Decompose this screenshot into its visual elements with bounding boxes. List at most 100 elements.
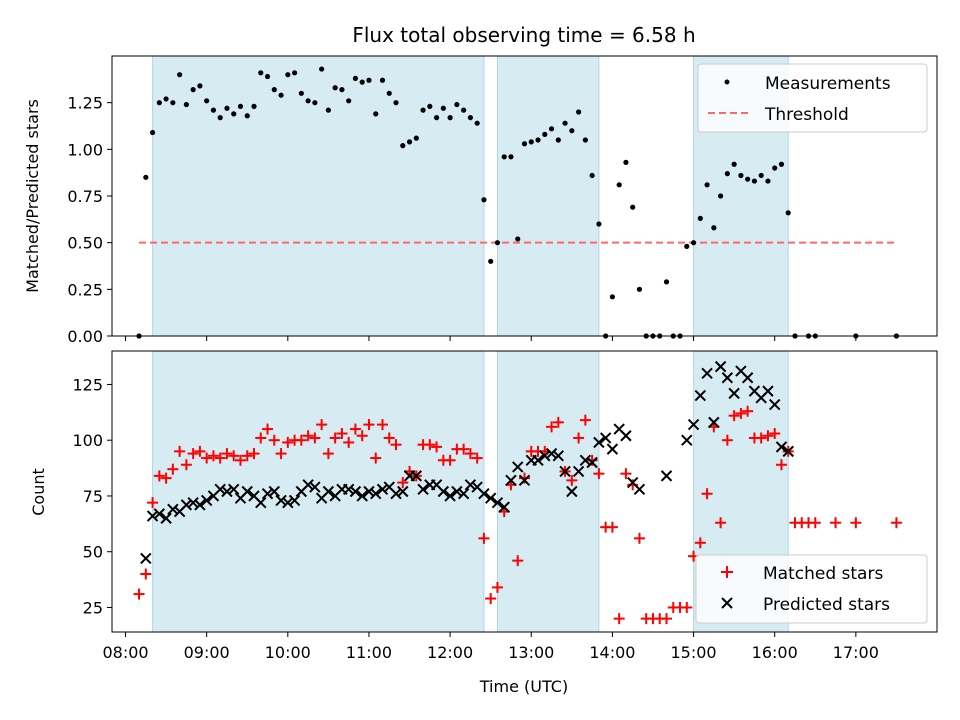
matched-star-point: [255, 432, 267, 444]
predicted-star-point: [566, 485, 578, 498]
measurement-point: [636, 286, 643, 292]
top-legend: Measurements Threshold: [697, 63, 928, 133]
predicted-star-point: [140, 552, 152, 565]
legend-predicted-label: Predicted stars: [763, 595, 890, 615]
measurement-point: [210, 107, 217, 113]
legend-matched-marker: [721, 566, 733, 578]
matched-star-point: [390, 439, 402, 451]
measurement-point: [609, 294, 616, 300]
top-y-tick-label: 0.00: [67, 327, 103, 346]
matched-star-point: [620, 468, 632, 480]
measurement-point: [386, 90, 392, 96]
measurement-point: [711, 225, 717, 231]
predicted-star-point: [410, 470, 423, 482]
predicted-star-point: [180, 499, 193, 511]
legend-predicted-marker: [721, 597, 733, 609]
measurement-point: [488, 258, 494, 264]
top-panel: 0.00 0.25 0.50 0.75 1.00 1.25 Matched/Predict…: [23, 55, 938, 346]
matched-star-point: [850, 517, 862, 529]
bottom-plot-frame: [111, 350, 938, 633]
measurement-point: [352, 75, 359, 81]
top-measurement-points: [136, 66, 900, 339]
legend-measurements-marker: [724, 79, 730, 85]
bottom-y-axis: 25 50 75 100 125: [72, 375, 112, 617]
measurement-point: [271, 87, 277, 93]
top-y-tick-label: 0.75: [67, 187, 103, 206]
matched-star-point: [586, 454, 598, 466]
matched-star-point: [755, 432, 767, 444]
predicted-star-point: [261, 488, 274, 500]
predicted-star-point: [552, 450, 565, 462]
matched-star-point: [769, 428, 781, 440]
measurement-point: [217, 115, 223, 121]
measurement-point: [427, 103, 433, 109]
predicted-star-point: [349, 485, 362, 498]
measurement-point: [718, 193, 724, 199]
matched-star-point: [167, 463, 179, 475]
predicted-star-point: [681, 434, 693, 446]
predicted-star-point: [444, 490, 456, 502]
matched-star-point: [735, 407, 747, 419]
observing-window: [496, 55, 600, 337]
matched-star-point: [464, 448, 476, 460]
predicted-star-point: [241, 485, 253, 498]
measurement-point: [690, 240, 697, 246]
matched-star-point: [302, 430, 314, 442]
matched-star-point: [194, 445, 206, 457]
predicted-star-point: [741, 372, 754, 384]
predicted-star-point: [593, 436, 605, 449]
measurement-point: [542, 131, 548, 137]
measurement-point: [312, 100, 318, 106]
predicted-star-point: [221, 485, 233, 498]
top-y-tick-label: 1.00: [67, 140, 103, 159]
predicted-star-point: [559, 465, 571, 478]
matched-star-point: [383, 432, 395, 444]
predicted-star-point: [451, 485, 463, 498]
matched-star-point: [228, 450, 240, 462]
measurement-point: [346, 98, 352, 104]
matched-star-point: [329, 432, 341, 444]
measurement-point: [548, 126, 555, 132]
matched-star-point: [248, 448, 260, 460]
matched-star-point: [491, 581, 503, 593]
bottom-y-tick-label: 125: [72, 375, 103, 394]
predicted-star-point: [512, 461, 524, 473]
bottom-y-axis-label: Count: [29, 468, 48, 516]
matched-star-point: [485, 593, 497, 605]
figure-title: Flux total observing time = 6.58 h: [352, 23, 695, 47]
bottom-predicted-points: [140, 360, 794, 565]
matched-star-point: [775, 459, 787, 471]
matched-star-point: [661, 613, 673, 625]
predicted-star-point: [268, 485, 281, 498]
matched-star-point: [140, 568, 152, 580]
matched-star-point: [512, 555, 524, 567]
top-y-axis-label: Matched/Predicted stars: [23, 99, 42, 293]
legend-threshold-label: Threshold: [764, 105, 849, 125]
predicted-star-point: [606, 443, 619, 455]
measurement-point: [183, 101, 189, 108]
bottom-x-tick-label: 08:00: [102, 643, 148, 662]
measurement-point: [433, 115, 440, 121]
matched-star-point: [694, 537, 706, 549]
bottom-y-tick-label: 100: [72, 431, 103, 450]
measurement-point: [325, 107, 331, 113]
predicted-star-point: [275, 494, 287, 507]
measurement-point: [751, 178, 758, 184]
measurement-point: [697, 215, 703, 221]
matched-star-point: [762, 430, 774, 442]
measurement-point: [521, 141, 528, 147]
predicted-star-point: [200, 494, 213, 507]
measurement-point: [474, 120, 480, 126]
matched-star-point: [356, 430, 368, 442]
measurement-point: [745, 176, 751, 182]
predicted-star-point: [437, 485, 450, 498]
matched-star-point: [444, 454, 456, 466]
predicted-star-point: [586, 456, 598, 469]
predicted-star-point: [539, 450, 551, 462]
predicted-star-point: [255, 496, 267, 509]
predicted-star-point: [187, 496, 199, 509]
measurement-point: [575, 109, 582, 115]
bottom-x-tick-label: 13:00: [508, 643, 554, 662]
measurement-point: [630, 204, 636, 210]
